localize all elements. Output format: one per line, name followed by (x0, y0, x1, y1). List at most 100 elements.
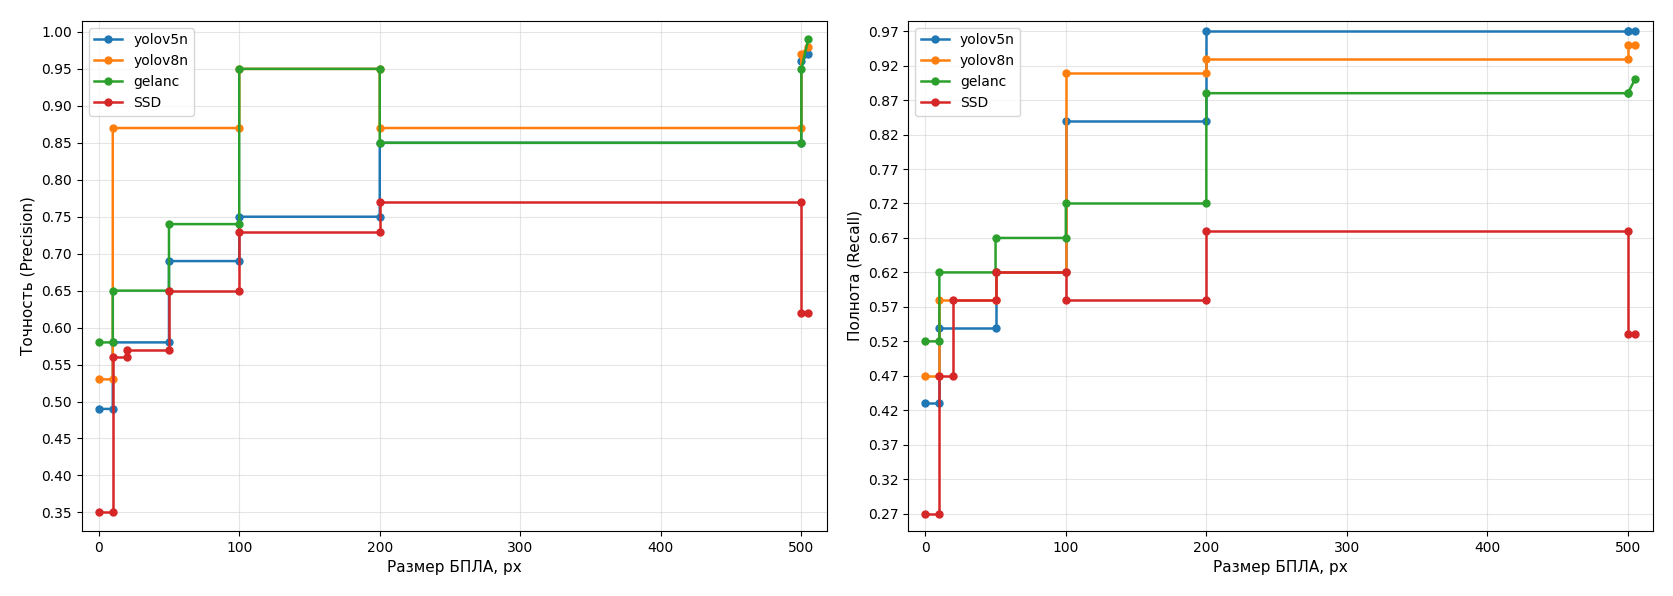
gelanc (791, 66, 811, 73)
gelanc (1056, 200, 1076, 207)
Line: SSD: SSD (95, 198, 811, 516)
SSD (985, 269, 1005, 276)
yolov8n (915, 372, 935, 380)
gelanc (915, 338, 935, 345)
Line: gelanc: gelanc (95, 36, 811, 346)
yolov8n (229, 66, 249, 73)
yolov5n (798, 51, 818, 58)
Y-axis label: Полнота (Recall): Полнота (Recall) (847, 210, 862, 342)
yolov5n (985, 324, 1005, 331)
SSD (985, 296, 1005, 303)
yolov8n (985, 296, 1005, 303)
yolov5n (89, 405, 109, 412)
SSD (370, 228, 390, 235)
Line: yolov8n: yolov8n (95, 44, 811, 383)
yolov8n (929, 372, 949, 380)
SSD (1616, 331, 1636, 338)
SSD (1624, 331, 1645, 338)
yolov5n (791, 139, 811, 147)
yolov5n (1056, 269, 1076, 276)
gelanc (370, 66, 390, 73)
SSD (944, 296, 964, 303)
gelanc (229, 221, 249, 228)
gelanc (985, 269, 1005, 276)
SSD (159, 346, 179, 353)
yolov5n (229, 257, 249, 265)
yolov8n (370, 125, 390, 132)
gelanc (159, 287, 179, 294)
X-axis label: Размер БПЛА, рх: Размер БПЛА, рх (1213, 560, 1347, 575)
gelanc (1196, 89, 1216, 97)
SSD (944, 372, 964, 380)
yolov5n (102, 405, 122, 412)
yolov8n (1056, 69, 1076, 76)
gelanc (929, 269, 949, 276)
yolov5n (1616, 27, 1636, 35)
gelanc (102, 339, 122, 346)
Line: yolov5n: yolov5n (95, 51, 811, 412)
yolov8n (1196, 69, 1216, 76)
yolov5n (102, 339, 122, 346)
gelanc (159, 221, 179, 228)
gelanc (89, 339, 109, 346)
SSD (1056, 269, 1076, 276)
yolov8n (102, 125, 122, 132)
gelanc (370, 139, 390, 147)
yolov8n (1196, 55, 1216, 63)
yolov5n (1056, 117, 1076, 125)
Line: yolov5n: yolov5n (922, 27, 1638, 407)
Legend: yolov5n, yolov8n, gelanc, SSD: yolov5n, yolov8n, gelanc, SSD (915, 28, 1021, 116)
SSD (791, 198, 811, 206)
SSD (929, 510, 949, 517)
SSD (89, 509, 109, 516)
gelanc (1196, 200, 1216, 207)
yolov8n (89, 375, 109, 383)
yolov5n (1616, 27, 1636, 35)
SSD (791, 309, 811, 316)
SSD (1196, 228, 1216, 235)
SSD (1056, 296, 1076, 303)
yolov5n (929, 400, 949, 407)
X-axis label: Размер БПЛА, рх: Размер БПЛА, рх (386, 560, 522, 575)
gelanc (1616, 89, 1636, 97)
yolov5n (159, 339, 179, 346)
yolov5n (370, 213, 390, 221)
yolov8n (1624, 41, 1645, 48)
yolov8n (229, 125, 249, 132)
Y-axis label: Точность (Precision): Точность (Precision) (20, 197, 35, 355)
SSD (117, 353, 137, 361)
SSD (370, 198, 390, 206)
yolov8n (929, 296, 949, 303)
gelanc (229, 66, 249, 73)
Line: gelanc: gelanc (922, 76, 1638, 345)
SSD (229, 287, 249, 294)
SSD (1196, 296, 1216, 303)
gelanc (1056, 234, 1076, 241)
SSD (102, 353, 122, 361)
yolov8n (370, 66, 390, 73)
SSD (1616, 228, 1636, 235)
yolov8n (798, 43, 818, 50)
SSD (159, 287, 179, 294)
gelanc (102, 287, 122, 294)
yolov5n (1196, 27, 1216, 35)
yolov5n (915, 400, 935, 407)
yolov5n (370, 139, 390, 147)
SSD (117, 346, 137, 353)
yolov8n (1616, 55, 1636, 63)
yolov8n (791, 125, 811, 132)
gelanc (985, 234, 1005, 241)
Line: SSD: SSD (922, 228, 1638, 517)
yolov8n (102, 375, 122, 383)
yolov8n (1056, 269, 1076, 276)
SSD (929, 372, 949, 380)
gelanc (929, 338, 949, 345)
SSD (229, 228, 249, 235)
yolov8n (985, 269, 1005, 276)
yolov5n (159, 257, 179, 265)
gelanc (791, 139, 811, 147)
gelanc (1616, 89, 1636, 97)
SSD (798, 309, 818, 316)
yolov5n (229, 213, 249, 221)
gelanc (798, 36, 818, 43)
